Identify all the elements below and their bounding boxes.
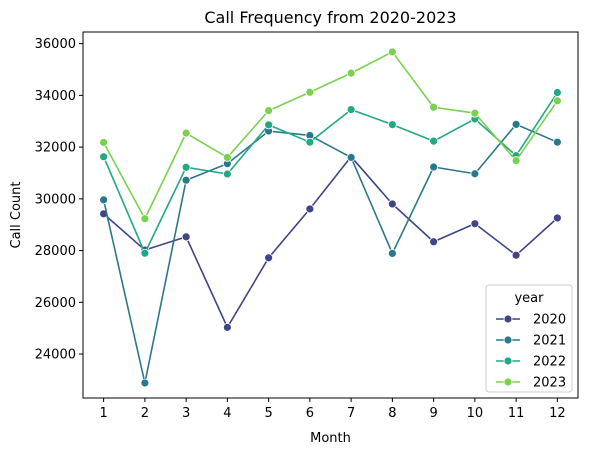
y-axis: 24000 26000 28000 30000 32000 34000 36000: [35, 37, 83, 363]
data-point-2021: [470, 169, 480, 179]
series-line-2020: [103, 155, 558, 329]
chart-title: Call Frequency from 2020-2023: [204, 8, 456, 27]
data-point-2022: [140, 248, 150, 258]
y-tick-label: 30000: [35, 192, 76, 207]
legend-label: 2020: [533, 313, 566, 328]
data-point-2020: [222, 322, 232, 332]
y-tick-label: 28000: [35, 244, 76, 259]
data-point-2020: [305, 204, 315, 214]
legend-label: 2023: [533, 376, 566, 391]
data-point-2023: [140, 214, 150, 224]
data-point-2023: [511, 156, 521, 165]
legend-item-2021: 2021: [496, 334, 566, 349]
data-point-2022: [387, 120, 397, 129]
data-point-2021: [552, 137, 562, 147]
legend-label: 2021: [533, 334, 566, 349]
series-2023: [99, 47, 562, 224]
data-point-2021: [181, 175, 191, 185]
data-point-2020: [264, 253, 274, 263]
data-point-2023: [305, 87, 315, 97]
data-point-2023: [222, 153, 232, 162]
legend-label: 2022: [533, 355, 566, 370]
y-axis-title: Call Count: [9, 181, 24, 248]
series-line-2023: [102, 51, 559, 220]
data-point-2022: [429, 136, 439, 146]
data-point-2022: [346, 105, 356, 114]
y-tick-label: 34000: [35, 89, 76, 104]
data-point-2021: [140, 378, 150, 388]
x-tick-label: 1: [99, 406, 107, 421]
plot-area-frame: [82, 31, 579, 399]
legend-marker: [503, 335, 513, 345]
x-tick-label: 9: [429, 406, 437, 421]
legend-title: year: [514, 291, 544, 306]
data-point-2023: [99, 138, 109, 147]
data-point-2022: [552, 88, 562, 97]
data-point-2022: [264, 120, 274, 130]
data-point-2023: [387, 47, 397, 57]
x-tick-label: 8: [388, 406, 396, 421]
data-point-2020: [429, 237, 439, 247]
series-layer: [99, 47, 562, 388]
x-tick-label: 10: [467, 406, 484, 421]
data-point-2021: [511, 119, 521, 129]
data-point-2022: [305, 137, 315, 147]
x-tick-label: 4: [223, 406, 231, 421]
x-tick-label: 2: [141, 406, 149, 421]
x-tick-label: 6: [306, 406, 314, 421]
series-line-2021: [102, 123, 558, 384]
y-tick-label: 32000: [35, 141, 76, 156]
data-point-2021: [99, 195, 109, 205]
series-line-2022: [102, 92, 559, 254]
series-2022: [99, 88, 562, 258]
x-axis: 1 2 3 4 5 6 7 8 9 10 11 12: [99, 398, 566, 421]
data-point-2022: [222, 169, 232, 179]
legend-item-2020: 2020: [496, 313, 566, 328]
data-point-2023: [470, 108, 480, 118]
legend-marker: [503, 377, 513, 387]
data-point-2023: [429, 102, 439, 112]
data-point-2020: [181, 232, 191, 242]
y-tick-label: 36000: [35, 37, 76, 52]
y-tick-label: 24000: [35, 348, 76, 363]
data-point-2021: [429, 162, 439, 172]
data-point-2023: [181, 128, 191, 138]
legend: year 2020 2021 2022 2023: [485, 284, 573, 393]
data-point-2020: [511, 250, 521, 260]
data-point-2020: [387, 199, 397, 209]
legend-marker: [503, 356, 513, 366]
data-point-2023: [346, 68, 356, 78]
data-point-2020: [552, 213, 562, 223]
y-tick-label: 26000: [35, 296, 76, 311]
x-tick-label: 12: [549, 406, 566, 421]
data-point-2022: [99, 152, 109, 162]
x-tick-label: 5: [264, 406, 272, 421]
data-point-2022: [181, 162, 191, 172]
series-2021: [99, 119, 562, 388]
data-point-2023: [264, 106, 274, 116]
legend-item-2023: 2023: [496, 376, 566, 391]
x-axis-title: Month: [310, 431, 351, 446]
data-point-2023: [552, 96, 562, 106]
legend-item-2022: 2022: [496, 355, 566, 370]
x-tick-label: 11: [508, 406, 525, 421]
x-tick-label: 7: [347, 406, 355, 421]
data-point-2020: [470, 219, 480, 229]
data-point-2021: [387, 249, 397, 258]
legend-marker: [503, 314, 513, 324]
x-tick-label: 3: [182, 406, 190, 421]
data-point-2021: [346, 153, 356, 162]
